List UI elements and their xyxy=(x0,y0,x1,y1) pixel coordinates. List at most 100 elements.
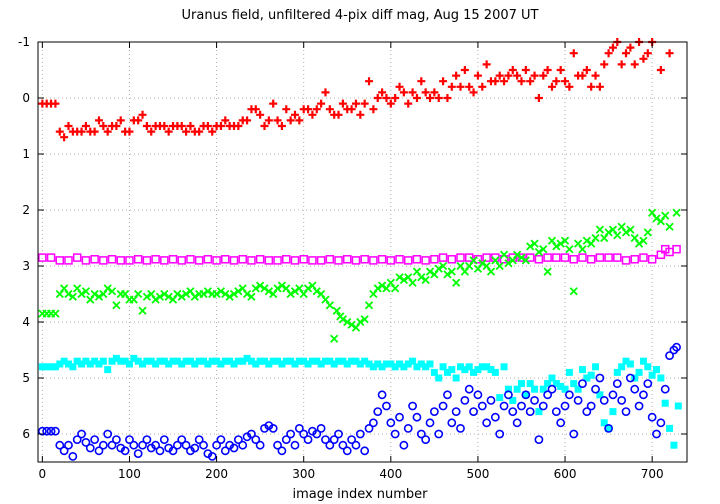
data-point xyxy=(277,122,286,130)
data-point xyxy=(221,357,229,365)
data-point xyxy=(256,357,264,365)
y-tick-label: 6 xyxy=(22,427,30,441)
data-point xyxy=(281,435,291,444)
data-point xyxy=(308,110,317,119)
x-tick-label: 0 xyxy=(39,467,47,481)
data-point xyxy=(299,429,309,439)
data-point xyxy=(399,440,409,450)
data-point xyxy=(522,391,530,399)
data-point xyxy=(552,380,560,388)
data-point xyxy=(116,116,125,125)
data-point xyxy=(557,382,565,390)
data-point xyxy=(639,236,648,245)
data-point xyxy=(168,255,178,264)
data-point xyxy=(539,71,548,80)
data-point xyxy=(260,357,268,365)
y-tick-label: 1 xyxy=(22,147,30,161)
data-point xyxy=(395,273,404,282)
data-point xyxy=(569,287,578,296)
data-point xyxy=(264,256,274,265)
data-point xyxy=(477,401,487,411)
data-point xyxy=(338,440,348,450)
data-point xyxy=(539,385,547,393)
data-point xyxy=(125,360,133,368)
data-point xyxy=(412,412,422,422)
data-point xyxy=(64,256,73,265)
data-point xyxy=(656,66,665,74)
data-point xyxy=(556,66,565,74)
data-point xyxy=(535,408,543,416)
data-point xyxy=(439,363,447,371)
data-point xyxy=(464,384,474,394)
data-point xyxy=(521,66,530,74)
data-point xyxy=(526,77,535,86)
data-point xyxy=(264,287,273,296)
data-point xyxy=(247,256,256,265)
data-point xyxy=(334,256,343,265)
data-point xyxy=(330,334,339,343)
data-point xyxy=(278,360,286,368)
data-point xyxy=(94,116,103,125)
data-point xyxy=(42,426,52,436)
data-point xyxy=(595,82,604,91)
data-point xyxy=(72,253,82,262)
data-point xyxy=(143,357,151,365)
data-point xyxy=(94,446,104,456)
data-point xyxy=(647,255,657,264)
grid-lines xyxy=(38,41,687,462)
data-point xyxy=(321,357,329,365)
data-point xyxy=(229,289,239,299)
x-axis-label: image index number xyxy=(292,487,428,502)
data-point xyxy=(551,407,561,416)
data-point xyxy=(247,292,256,301)
data-point xyxy=(46,426,56,436)
data-point xyxy=(325,255,335,264)
data-point xyxy=(90,127,99,136)
data-point xyxy=(242,289,252,299)
data-point xyxy=(656,418,666,428)
data-point xyxy=(403,256,413,265)
x-tick-label: 400 xyxy=(379,467,402,481)
data-point xyxy=(447,82,456,91)
data-point xyxy=(203,122,212,130)
data-point xyxy=(290,110,299,119)
x-tick-label: 700 xyxy=(641,467,664,481)
data-point xyxy=(561,385,569,393)
data-point xyxy=(517,253,526,262)
data-point xyxy=(343,317,352,327)
data-point xyxy=(151,255,160,264)
data-point xyxy=(634,401,644,411)
data-point xyxy=(403,423,413,433)
data-point xyxy=(142,292,152,301)
data-point xyxy=(304,105,313,114)
data-point xyxy=(382,360,390,368)
data-point xyxy=(521,256,530,265)
data-point xyxy=(504,390,513,400)
data-point xyxy=(661,399,669,407)
data-point xyxy=(582,407,592,416)
data-point xyxy=(490,412,500,422)
data-point xyxy=(653,366,661,374)
data-point xyxy=(203,287,213,296)
data-point xyxy=(165,360,173,368)
data-point xyxy=(534,94,543,102)
data-point xyxy=(287,357,295,365)
data-point xyxy=(208,127,217,136)
data-point xyxy=(478,259,487,268)
data-point xyxy=(282,255,291,264)
data-point xyxy=(325,440,335,450)
data-point xyxy=(457,363,465,371)
data-point xyxy=(377,390,387,400)
data-point xyxy=(277,281,287,290)
data-point xyxy=(464,253,474,262)
data-point xyxy=(608,43,617,52)
data-point xyxy=(430,255,439,264)
data-point xyxy=(64,122,73,130)
data-point xyxy=(273,116,282,125)
data-point xyxy=(425,267,435,276)
data-point xyxy=(112,301,121,310)
data-point xyxy=(639,357,647,365)
data-point xyxy=(621,256,631,265)
data-point xyxy=(108,357,116,365)
data-point xyxy=(313,357,321,365)
